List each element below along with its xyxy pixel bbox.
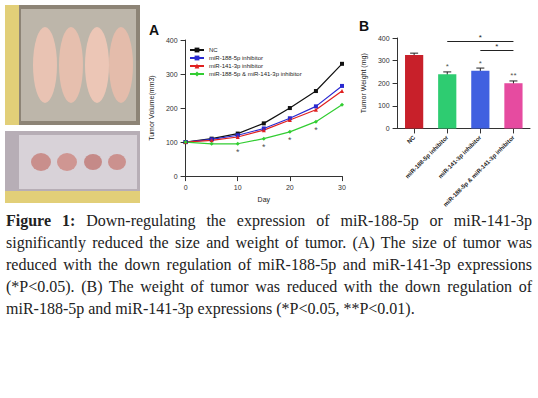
svg-text:200: 200 [166,105,178,112]
svg-text:400: 400 [378,35,390,42]
svg-text:*: * [262,142,266,152]
svg-text:*: * [446,62,449,71]
svg-text:*: * [236,147,240,157]
svg-text:Day: Day [258,196,271,204]
svg-text:*: * [479,33,482,42]
svg-text:miR-188-5p & miR-141-3p inhibi: miR-188-5p & miR-141-3p inhibitor [442,134,516,208]
svg-text:Tumor Volume(mm3): Tumor Volume(mm3) [148,75,156,140]
svg-text:300: 300 [378,57,390,64]
svg-text:B: B [359,18,369,34]
svg-text:miR-188-5p inhibitor: miR-188-5p inhibitor [404,134,450,180]
svg-text:0: 0 [184,184,188,191]
svg-text:miR-188-5p & miR-141-3p inhibi: miR-188-5p & miR-141-3p inhibitor [209,71,302,77]
svg-text:A: A [149,22,159,38]
svg-text:NC: NC [406,134,417,145]
svg-text:400: 400 [166,37,178,44]
svg-text:**: ** [510,71,516,80]
svg-text:100: 100 [166,139,178,146]
svg-text:*: * [288,135,292,145]
svg-text:0: 0 [386,125,390,132]
svg-text:*: * [479,59,482,68]
svg-text:miR-188-5p inhibitor: miR-188-5p inhibitor [209,55,263,61]
svg-text:20: 20 [286,184,294,191]
svg-text:Tumor Weight (mg): Tumor Weight (mg) [360,53,368,113]
svg-text:*: * [495,42,498,51]
svg-text:200: 200 [378,80,390,87]
svg-text:NC: NC [209,47,218,53]
svg-text:100: 100 [378,102,390,109]
svg-text:*: * [314,125,318,135]
svg-text:miR-141-3p inhibitor: miR-141-3p inhibitor [209,63,263,69]
svg-text:0: 0 [174,173,178,180]
html-text:Figure 1: Down-regulating the: Figure 1: Down-regulating the expression… [6,212,532,317]
svg-text:30: 30 [338,184,346,191]
svg-text:300: 300 [166,71,178,78]
svg-text:10: 10 [234,184,242,191]
